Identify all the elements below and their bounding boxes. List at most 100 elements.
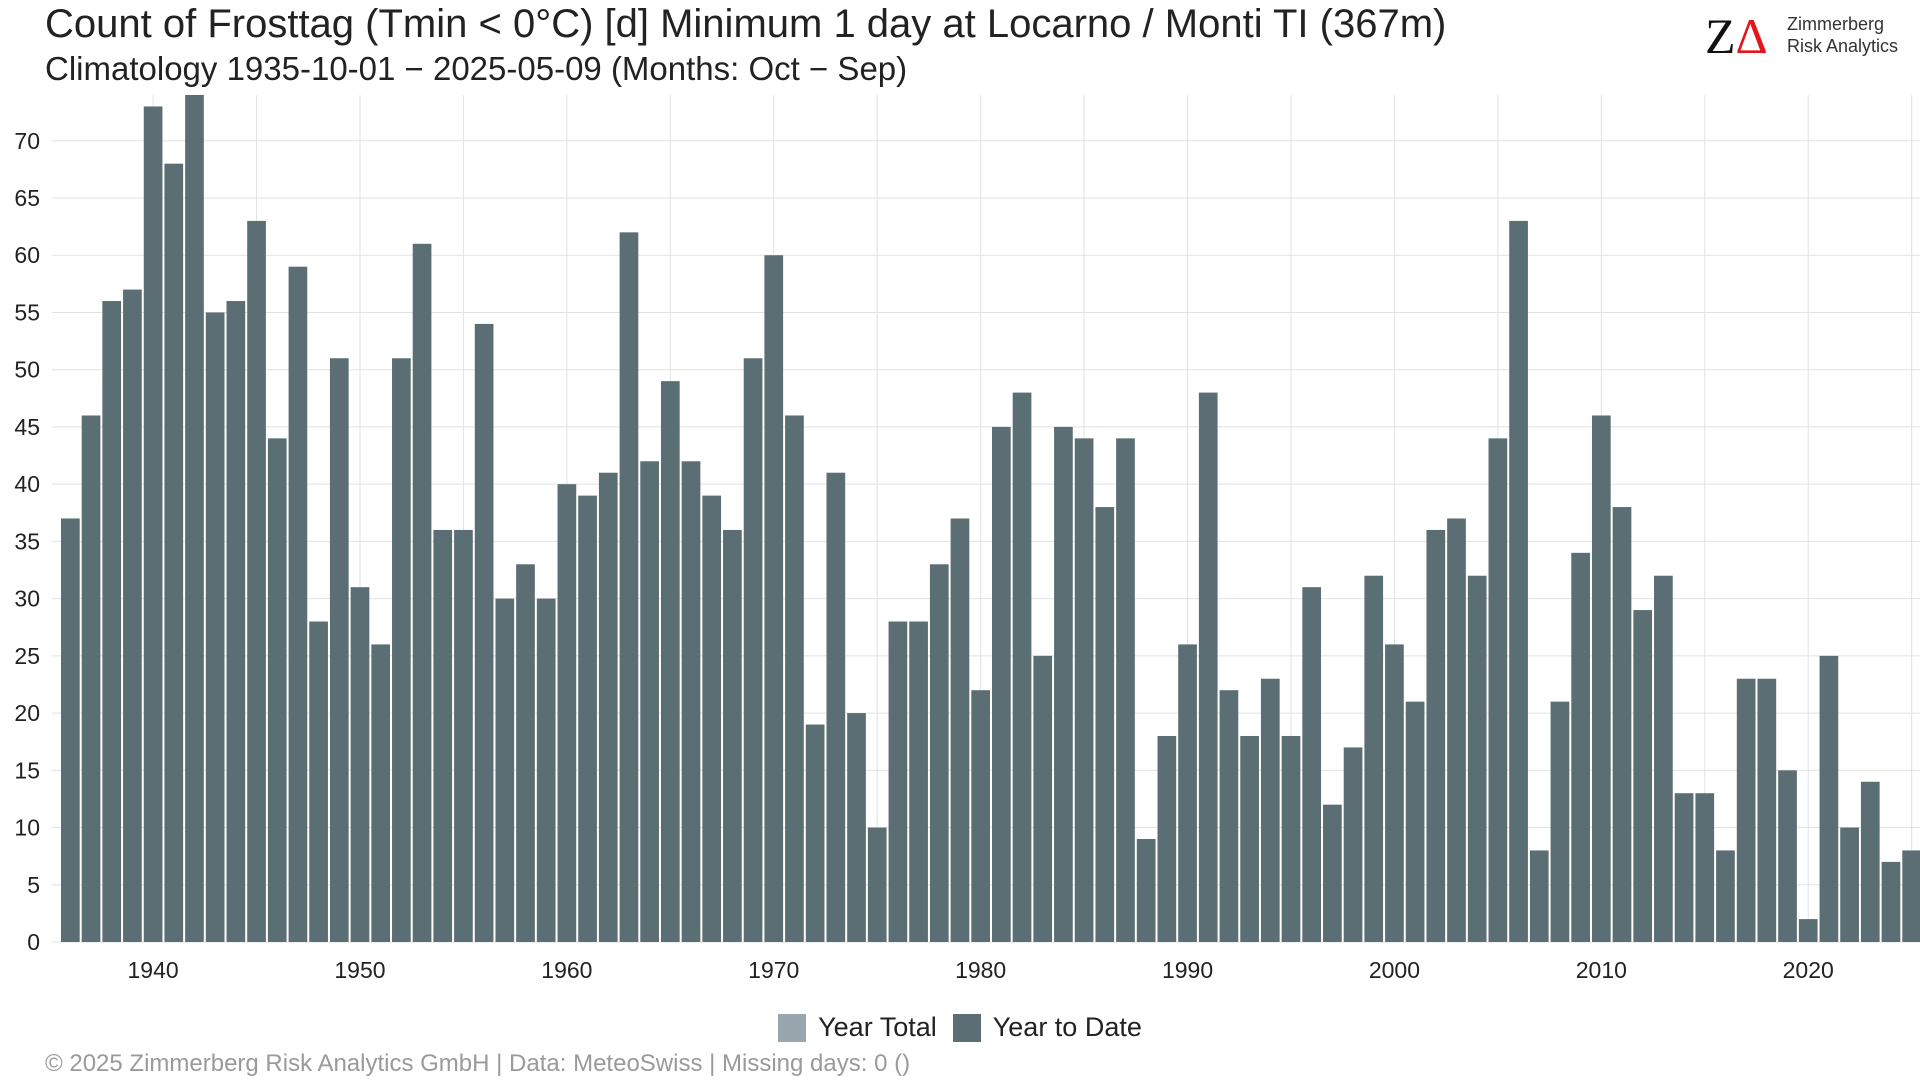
bar-1982: [1012, 392, 1032, 942]
x-tick-label: 2020: [1783, 957, 1834, 983]
logo-line-2: Risk Analytics: [1787, 36, 1899, 56]
y-tick-label: 50: [14, 357, 40, 383]
bar-1989: [1157, 735, 1177, 942]
chart-legend: Year Total Year to Date: [0, 1012, 1920, 1043]
bar-2006: [1509, 220, 1528, 943]
bar-2020: [1798, 919, 1818, 942]
bar-1939: [123, 289, 142, 943]
bar-1988: [1136, 838, 1156, 942]
y-tick-label: 0: [27, 929, 40, 955]
bar-1986: [1095, 507, 1115, 942]
bar-1950: [350, 587, 370, 942]
bar-1947: [288, 266, 308, 942]
bar-1962: [598, 472, 618, 942]
bar-1993: [1240, 735, 1259, 942]
bar-2009: [1571, 552, 1590, 942]
bar-1977: [909, 621, 928, 942]
bar-2010: [1591, 415, 1611, 943]
bar-1952: [392, 358, 411, 943]
bar-1948: [309, 621, 328, 942]
bar-2022: [1840, 827, 1859, 942]
bar-2017: [1736, 678, 1756, 942]
bar-1998: [1343, 747, 1363, 942]
bar-1979: [950, 518, 970, 942]
bar-1985: [1074, 438, 1094, 942]
bar-2019: [1778, 770, 1797, 942]
x-tick-label: 2000: [1369, 957, 1420, 983]
bar-2012: [1633, 610, 1653, 942]
bar-1943: [205, 312, 225, 942]
y-tick-label: 55: [14, 299, 40, 325]
logo-line-1: Zimmerberg: [1787, 14, 1885, 34]
bar-1978: [929, 564, 949, 942]
bar-2005: [1488, 438, 1508, 942]
bar-1974: [847, 713, 866, 942]
bar-1945: [247, 220, 266, 943]
bar-1980: [971, 690, 990, 942]
y-tick-label: 70: [14, 128, 40, 154]
bar-1958: [516, 564, 535, 942]
y-tick-labels: 0 5 10 15 20 25 30 35 40 45 50 55 60 65 70: [14, 128, 40, 955]
logo-text: Zimmerberg Risk Analytics: [1787, 13, 1898, 57]
bar-2023: [1860, 781, 1880, 942]
logo-mark: ZΔ: [1705, 10, 1768, 62]
bar-1997: [1323, 804, 1342, 942]
bar-1956: [474, 323, 494, 942]
bar-1941: [164, 163, 184, 943]
y-tick-label: 10: [14, 815, 40, 841]
x-tick-labels: 1940 1950 1960 1970 1980 1990 2000 2010 2020: [128, 957, 1834, 983]
bar-1949: [329, 358, 349, 943]
y-tick-label: 15: [14, 757, 40, 783]
bar-1954: [433, 529, 453, 942]
bar-1940: [143, 106, 163, 943]
bar-2024: [1881, 861, 1901, 942]
y-tick-label: 35: [14, 528, 40, 554]
bar-1990: [1178, 644, 1197, 942]
bar-1970: [764, 255, 784, 943]
y-tick-label: 45: [14, 414, 40, 440]
x-tick-label: 2010: [1576, 957, 1627, 983]
bar-1959: [536, 598, 556, 942]
bar-1960: [557, 484, 577, 942]
x-tick-label: 1960: [541, 957, 592, 983]
bar-1996: [1302, 587, 1322, 942]
bar-1963: [619, 232, 639, 943]
bar-1966: [681, 461, 701, 942]
bar-2002: [1426, 529, 1446, 942]
x-tick-label: 1970: [748, 957, 799, 983]
bar-1957: [495, 598, 515, 942]
x-tick-label: 1940: [128, 957, 179, 983]
footer-credit: © 2025 Zimmerberg Risk Analytics GmbH | …: [45, 1050, 911, 1077]
bar-1967: [702, 495, 722, 942]
logo-mark-delta: Δ: [1735, 8, 1768, 64]
bar-1976: [888, 621, 908, 942]
bar-1992: [1219, 690, 1239, 942]
bar-2021: [1819, 655, 1839, 942]
bar-1975: [867, 827, 887, 942]
y-tick-label: 65: [14, 185, 40, 211]
bar-2000: [1385, 644, 1404, 942]
bar-2016: [1716, 850, 1735, 942]
bar-1991: [1198, 392, 1218, 942]
bar-1984: [1054, 426, 1073, 942]
x-tick-label: 1980: [955, 957, 1006, 983]
bar-1953: [412, 243, 432, 942]
bar-1961: [578, 495, 597, 942]
legend-swatch-year-total: [778, 1013, 807, 1042]
bar-1955: [454, 529, 473, 942]
bar-1981: [992, 426, 1011, 942]
y-tick-label: 40: [14, 471, 40, 497]
bar-2014: [1674, 793, 1694, 942]
bar-2018: [1757, 678, 1777, 942]
bar-1968: [723, 529, 742, 942]
bar-1937: [81, 415, 101, 943]
y-tick-label: 60: [14, 242, 40, 268]
bar-1944: [226, 301, 246, 942]
legend-label-year-total: Year Total: [818, 1012, 937, 1042]
bar-2003: [1447, 518, 1466, 942]
bar-2013: [1654, 575, 1673, 942]
bar-1972: [805, 724, 825, 942]
bar-1951: [371, 644, 391, 942]
y-tick-label: 25: [14, 643, 40, 669]
bar-2004: [1467, 575, 1487, 942]
